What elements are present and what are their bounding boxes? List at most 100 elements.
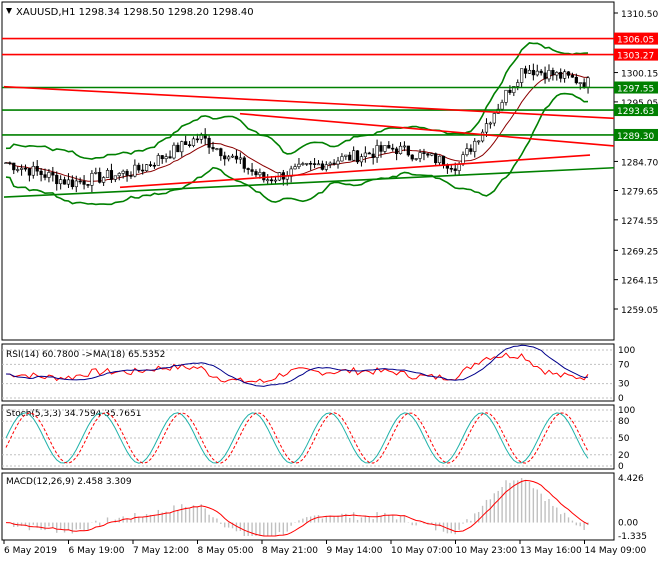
rsi-header: RSI(14) 60.7800 ->MA(18) 65.5352: [6, 350, 165, 360]
candle-body: [316, 163, 321, 166]
candle-body: [414, 158, 418, 160]
candle-body: [539, 70, 543, 74]
candle-body: [297, 163, 301, 167]
candle-body: [348, 154, 352, 161]
candle-body: [285, 176, 289, 180]
price-tick-label: 1300.15: [621, 70, 658, 80]
candle-body: [309, 162, 313, 165]
candle-body: [262, 172, 266, 181]
time-tick-label: 8 May 05:00: [198, 546, 254, 556]
candle-body: [461, 154, 465, 165]
candle-body: [504, 89, 508, 103]
price-tick-label: 1284.70: [621, 158, 658, 168]
candle-body: [563, 71, 567, 79]
time-tick-label: 14 May 09:00: [585, 546, 647, 556]
candle-body: [535, 70, 539, 76]
candle-body: [8, 162, 12, 165]
panel-tick-label: 100: [618, 406, 635, 416]
candle-body: [395, 148, 399, 154]
time-tick-label: 6 May 19:00: [69, 546, 125, 556]
candle-body: [586, 77, 590, 88]
candle-body: [422, 152, 426, 154]
macd-header: MACD(12,26,9) 2.458 3.309: [6, 477, 132, 487]
candle-body: [195, 138, 199, 141]
candle-body: [47, 172, 51, 178]
candle-body: [457, 164, 461, 171]
candle-body: [426, 153, 430, 156]
candle-body: [523, 68, 528, 74]
candle-body: [473, 140, 477, 152]
candle-body: [160, 155, 164, 160]
candle-body: [387, 145, 391, 149]
candle-body: [301, 163, 305, 165]
panel-tick-label: 20: [618, 451, 630, 461]
candle-body: [484, 123, 489, 133]
candle-body: [270, 179, 274, 182]
panel-tick-label: 4.426: [618, 474, 644, 484]
candle-body: [31, 166, 35, 176]
candle-body: [508, 89, 512, 93]
panel-tick-label: 50: [618, 434, 630, 444]
stoch-header: Stoch(5,3,3) 34.7594 35.7651: [6, 409, 141, 419]
candle-body: [312, 163, 317, 165]
candle-body: [344, 154, 348, 157]
main-chart-frame: [1, 1, 615, 341]
support-trendline: [3, 166, 615, 198]
candle-body: [238, 157, 242, 160]
candle-body: [410, 154, 414, 160]
price-tick-label: 1310.50: [621, 10, 658, 20]
macd-panel-frame: [1, 472, 615, 541]
candle-body: [582, 82, 586, 88]
candle-body: [102, 177, 106, 183]
time-tick-label: 10 May 07:00: [391, 546, 453, 556]
candle-body: [359, 156, 364, 163]
candle-body: [4, 162, 8, 165]
candle-body: [516, 82, 520, 87]
time-tick-label: 8 May 21:00: [262, 546, 318, 556]
candle-body: [23, 167, 28, 170]
level-label-box: [614, 128, 658, 141]
candle-body: [66, 179, 71, 185]
level-label-box: [614, 32, 658, 45]
candle-body: [164, 156, 168, 160]
candle-body: [230, 155, 235, 158]
panel-tick-label: 0.00: [618, 519, 638, 529]
candle-body: [453, 168, 457, 171]
rsi-line: [5, 352, 589, 384]
candle-body: [418, 152, 422, 159]
candle-body: [254, 171, 258, 176]
candle-body: [449, 168, 453, 170]
candle-body: [332, 162, 336, 165]
candle-body: [86, 184, 90, 186]
symbol-header: XAUUSD,H1 1298.34 1298.50 1298.20 1298.4…: [16, 7, 254, 18]
candle-body: [363, 152, 367, 157]
candle-body: [191, 138, 196, 146]
price-tick-label: 1269.25: [621, 247, 658, 257]
candle-body: [379, 145, 383, 152]
candle-body: [520, 68, 524, 83]
candle-body: [35, 166, 39, 172]
price-tick-label: 1279.65: [621, 187, 658, 197]
dropdown-icon[interactable]: [6, 8, 12, 14]
panel-tick-label: 30: [618, 380, 630, 390]
candle-body: [371, 153, 375, 158]
panel-tick-label: 70: [618, 360, 630, 370]
candle-body: [480, 131, 485, 142]
candle-body: [543, 72, 547, 80]
candle-body: [531, 69, 535, 76]
candle-body: [121, 170, 125, 174]
level-label-box: [614, 81, 658, 94]
candle-body: [391, 147, 395, 150]
level-label-box: [614, 48, 658, 61]
candle-body: [180, 141, 184, 153]
candle-body: [273, 179, 278, 182]
candle-body: [172, 144, 176, 159]
panel-tick-label: 80: [618, 417, 630, 427]
time-tick-label: 9 May 14:00: [327, 546, 383, 556]
candle-body: [566, 71, 571, 76]
candle-body: [320, 163, 324, 170]
panel-tick-label: 0: [618, 462, 624, 472]
candle-body: [129, 175, 133, 177]
candle-body: [574, 76, 578, 84]
